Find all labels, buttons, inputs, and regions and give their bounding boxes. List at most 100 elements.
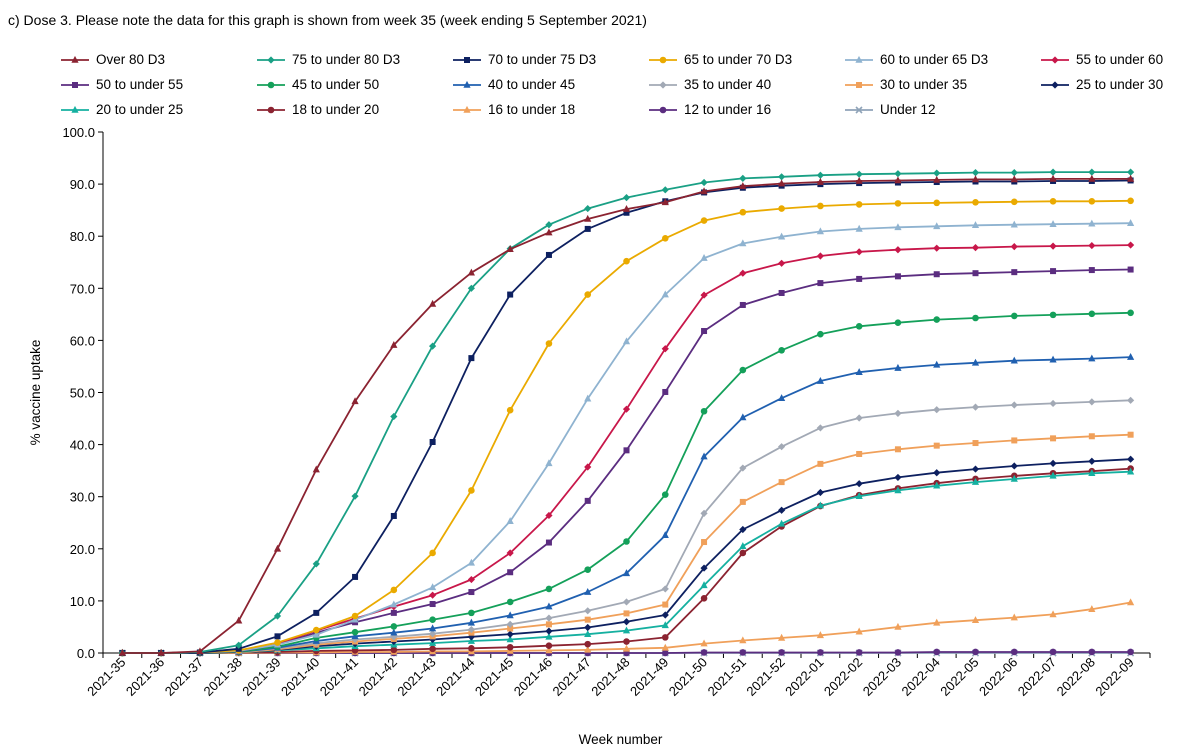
data-point [661,186,669,194]
series-35-to-under-40 [118,396,1135,657]
data-point [1088,168,1096,176]
data-point [584,566,592,573]
data-point [894,409,902,417]
data-point [894,170,902,178]
data-point [390,600,398,608]
data-point [584,225,591,232]
data-point [1088,197,1096,205]
data-point [933,406,941,414]
data-point [700,178,708,187]
data-point [739,542,747,549]
data-point [739,366,747,374]
data-point [545,614,553,622]
data-point [312,465,320,473]
data-point [1127,648,1134,656]
data-point [1127,168,1135,176]
data-point [778,649,785,656]
data-point [1010,175,1018,183]
data-point [429,645,436,653]
data-point [816,177,824,185]
data-point [700,217,708,224]
data-point [778,394,786,402]
x-tick-label: 2021-37 [162,655,206,699]
x-tick-label: 2021-52 [743,655,787,699]
data-point [467,633,475,641]
data-point [623,638,630,645]
data-point [700,452,708,460]
legend-label: 70 to under 75 D3 [488,52,597,67]
x-tick-label: 2022-05 [937,655,981,699]
legend-marker [71,105,79,113]
data-point [739,182,747,189]
data-point [855,170,863,178]
legend-label: Under 12 [880,102,936,117]
data-point [351,612,359,620]
data-point [506,406,514,414]
data-point [816,227,824,235]
legend-label: 12 to under 16 [684,102,772,117]
data-point [429,630,437,638]
data-point [235,645,242,652]
data-point [855,492,863,499]
data-point [1127,467,1135,475]
data-point [312,626,320,634]
legend-marker [267,81,275,88]
data-point [313,609,320,616]
series-line-60-to-under-65-d3 [122,222,1131,654]
data-point [506,611,514,619]
x-tick-label: 2022-08 [1054,655,1098,699]
data-point [312,630,320,638]
data-point [390,623,398,630]
data-point [701,328,708,335]
data-point [584,497,591,504]
data-point [700,639,708,647]
data-point [623,209,630,216]
data-point [1010,220,1018,228]
data-point [894,176,902,184]
data-point [118,648,126,656]
data-point [1127,455,1135,463]
data-point [739,269,747,277]
data-point [1049,471,1057,479]
legend-item-65-to-under-70-d3: 65 to under 70 D3 [648,52,792,67]
data-point [623,257,630,265]
data-point [622,205,631,212]
data-point [1088,174,1096,182]
data-point [584,394,592,402]
x-tick-label: 2021-36 [123,655,167,699]
series-60-to-under-65-d3 [118,219,1135,656]
legend-swatch [453,105,481,113]
data-point [1127,431,1134,438]
x-tick-label: 2021-39 [239,655,283,699]
data-point [739,413,747,421]
legend-item-70-to-under-75-d3: 70 to under 75 D3 [452,52,596,67]
data-point [506,517,514,524]
data-point [933,271,940,278]
legend-label: 65 to under 70 D3 [684,52,793,67]
data-point [1088,457,1096,465]
data-point [816,376,824,384]
y-axis-title: % vaccine uptake [28,340,43,446]
x-tick-label: 2021-35 [84,655,128,699]
data-point [971,616,980,623]
data-point [1049,610,1057,618]
data-point [351,632,359,640]
data-point [468,355,475,362]
legend-item-over-80-d3: Over 80 D3 [60,52,165,67]
data-point [933,442,940,449]
legend-label: 45 to under 50 [292,77,380,92]
data-point [816,501,824,509]
data-point [623,447,630,454]
series-line-over-80-d3 [122,177,1131,654]
data-point [662,601,669,608]
data-point [1010,648,1018,656]
legend-marker [464,56,470,63]
data-point [1010,356,1018,364]
data-point [429,616,436,623]
y-tick-label: 80.0 [70,229,95,244]
data-point [468,609,475,617]
legend-marker [72,81,78,88]
data-point [1127,266,1134,273]
legend-label: Over 80 D3 [96,52,166,67]
